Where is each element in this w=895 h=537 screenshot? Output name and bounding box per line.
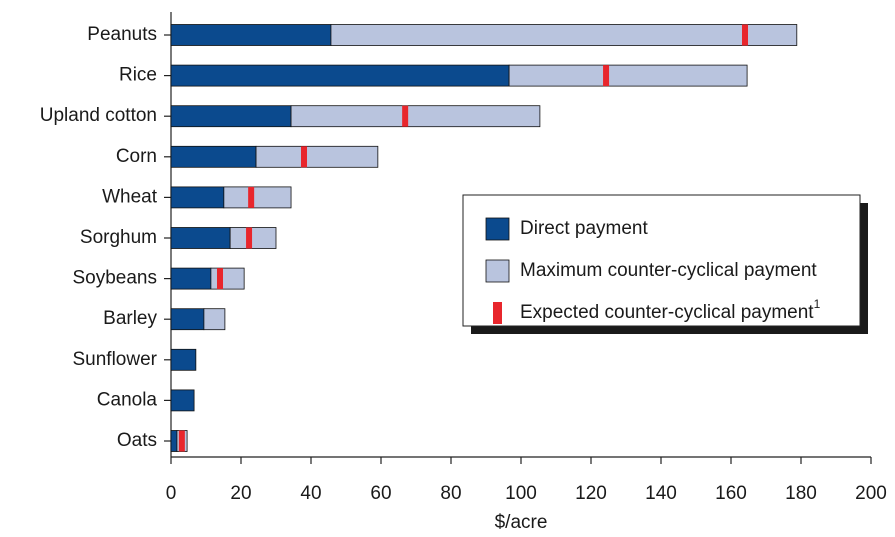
expected-marker (603, 65, 610, 87)
expected-marker (301, 146, 307, 168)
bar-segment (203, 308, 226, 331)
legend-swatch (485, 217, 510, 241)
x-tick-label: 0 (166, 483, 177, 504)
bar-segment (170, 24, 332, 46)
bar-segment (255, 145, 379, 168)
expected-marker (178, 430, 185, 452)
y-tick-label: Wheat (102, 186, 158, 207)
y-tick-label: Sorghum (80, 227, 157, 248)
expected-marker (217, 268, 223, 290)
expected-marker (402, 105, 409, 127)
y-tick-label: Barley (103, 308, 157, 329)
x-tick-label: 200 (855, 483, 887, 504)
bar-segment (223, 186, 292, 209)
bar-segment (170, 227, 231, 249)
y-tick-label: Corn (116, 146, 157, 167)
y-tick-label: Upland cotton (40, 105, 157, 126)
legend-label: Direct payment (520, 218, 648, 239)
y-tick-label: Rice (119, 65, 157, 86)
x-tick-label: 140 (645, 483, 677, 504)
x-tick-label: 160 (715, 483, 747, 504)
x-tick-label: 20 (230, 483, 251, 504)
y-tick-label: Sunflower (73, 349, 158, 370)
bar-segment (170, 348, 197, 371)
expected-marker (742, 24, 748, 46)
legend-swatch (485, 259, 510, 283)
legend-superscript: 1 (814, 297, 821, 311)
bar-segment (170, 64, 510, 87)
y-tick-label: Soybeans (72, 268, 157, 289)
y-tick-label: Peanuts (87, 24, 157, 45)
bar-segment (170, 389, 195, 412)
x-tick-label: 60 (370, 483, 391, 504)
expected-marker (248, 186, 255, 208)
x-tick-label: 40 (300, 483, 321, 504)
y-tick-label: Oats (117, 430, 157, 451)
x-tick-label: 100 (505, 483, 537, 504)
bar-segment (330, 24, 798, 46)
x-tick-label: 180 (785, 483, 817, 504)
x-tick-label: 80 (440, 483, 461, 504)
bar-segment (170, 430, 178, 452)
bar-segment (210, 267, 245, 290)
bar-segment (229, 227, 277, 249)
bar-segment (170, 308, 205, 331)
bar-segment (170, 186, 225, 209)
expected-marker (246, 227, 253, 249)
bar-segment (508, 64, 748, 87)
legend-label: Expected counter-cyclical payment1 (520, 297, 821, 323)
bar-segment (290, 105, 541, 128)
legend-label: Maximum counter-cyclical payment (520, 260, 817, 281)
y-tick-label: Canola (97, 389, 158, 410)
legend (462, 194, 861, 327)
bar-segment (170, 105, 292, 128)
x-axis-title: $/acre (495, 512, 548, 533)
legend-swatch (493, 302, 502, 324)
x-tick-label: 120 (575, 483, 607, 504)
bar-segment (170, 267, 212, 290)
bar-segment (170, 145, 257, 168)
